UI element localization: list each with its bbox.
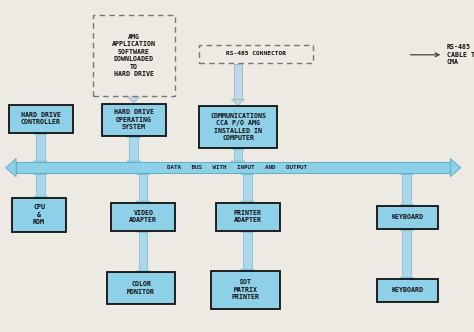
FancyBboxPatch shape (199, 106, 277, 148)
Text: PRINTER
ADAPTER: PRINTER ADAPTER (234, 210, 262, 223)
FancyBboxPatch shape (199, 45, 313, 63)
Polygon shape (34, 196, 47, 203)
Bar (36, 174, 45, 196)
Polygon shape (231, 161, 245, 168)
FancyBboxPatch shape (102, 104, 166, 136)
Bar (234, 149, 242, 161)
Bar (243, 232, 252, 269)
Bar (130, 97, 137, 98)
Polygon shape (231, 142, 245, 149)
Bar (16, 162, 450, 173)
Text: CPU
&
ROM: CPU & ROM (33, 205, 45, 225)
Polygon shape (241, 201, 254, 208)
FancyBboxPatch shape (9, 105, 73, 133)
FancyBboxPatch shape (93, 15, 175, 96)
Bar (36, 134, 45, 161)
FancyBboxPatch shape (377, 206, 438, 229)
Bar (243, 174, 252, 201)
FancyBboxPatch shape (111, 203, 175, 231)
Polygon shape (34, 168, 47, 174)
Text: RS-485
CABLE TO
CMA: RS-485 CABLE TO CMA (447, 44, 474, 65)
Polygon shape (137, 168, 150, 174)
Polygon shape (241, 168, 254, 174)
Polygon shape (400, 168, 413, 174)
Polygon shape (400, 224, 413, 230)
Text: AMG
APPLICATION
SOFTWARE
DOWNLOADED
TO
HARD DRIVE: AMG APPLICATION SOFTWARE DOWNLOADED TO H… (112, 34, 156, 77)
Polygon shape (450, 159, 461, 177)
Polygon shape (6, 159, 16, 177)
Polygon shape (241, 269, 254, 276)
Text: RS-485 CONNECTOR: RS-485 CONNECTOR (226, 51, 286, 56)
Text: VIDEO
ADAPTER: VIDEO ADAPTER (129, 210, 157, 223)
FancyBboxPatch shape (377, 279, 438, 302)
Polygon shape (127, 131, 140, 137)
Text: KEYBOARD: KEYBOARD (392, 214, 424, 220)
Polygon shape (241, 225, 254, 232)
FancyBboxPatch shape (211, 271, 280, 309)
Text: KEYBOARD: KEYBOARD (392, 288, 424, 293)
Bar (402, 174, 411, 205)
Polygon shape (127, 97, 140, 103)
Polygon shape (137, 225, 150, 232)
Bar (234, 64, 242, 99)
FancyBboxPatch shape (216, 203, 280, 231)
Bar (139, 232, 147, 271)
Bar (139, 174, 147, 201)
Polygon shape (400, 278, 413, 284)
Text: HARD DRIVE
CONTROLLER: HARD DRIVE CONTROLLER (20, 112, 61, 125)
Text: HARD DRIVE
OPERATING
SYSTEM: HARD DRIVE OPERATING SYSTEM (114, 109, 154, 130)
Polygon shape (400, 205, 413, 211)
FancyBboxPatch shape (107, 272, 175, 304)
Bar (402, 230, 411, 278)
Polygon shape (137, 201, 150, 208)
Text: DATA   BUS   WITH   INPUT   AND   OUTPUT: DATA BUS WITH INPUT AND OUTPUT (167, 165, 307, 170)
Bar (129, 137, 138, 161)
Text: COLOR
MONITOR: COLOR MONITOR (127, 281, 155, 295)
Polygon shape (34, 161, 47, 168)
FancyBboxPatch shape (12, 198, 66, 232)
Polygon shape (127, 161, 140, 168)
Polygon shape (137, 271, 150, 278)
Polygon shape (34, 127, 47, 134)
Text: COMMUNICATIONS
CCA P/O AMG
INSTALLED IN
COMPUTER: COMMUNICATIONS CCA P/O AMG INSTALLED IN … (210, 113, 266, 141)
Text: DOT
MATRIX
PRINTER: DOT MATRIX PRINTER (231, 279, 259, 300)
Polygon shape (231, 99, 245, 105)
